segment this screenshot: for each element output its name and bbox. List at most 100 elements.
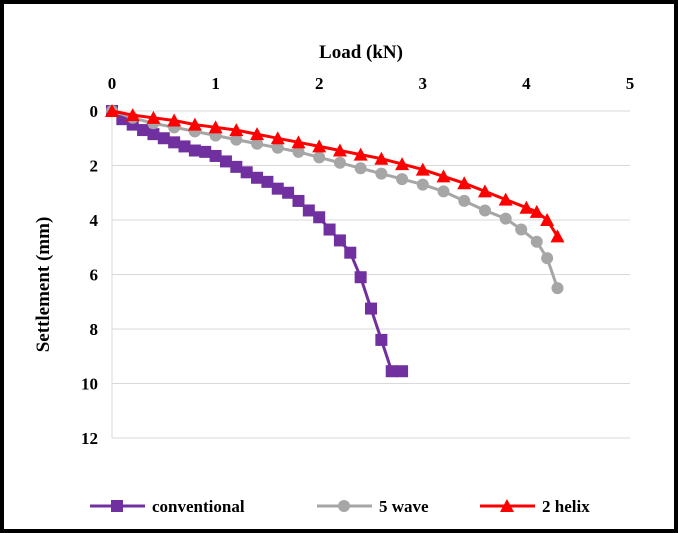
data-point-5-wave [230, 133, 243, 146]
legend-marker-5-wave [338, 500, 350, 512]
data-point-2-helix [477, 184, 492, 198]
data-point-2-helix [498, 192, 513, 206]
data-point-conventional [230, 160, 243, 173]
data-point-conventional [354, 271, 367, 284]
data-point-5-wave [292, 145, 305, 158]
data-point-5-wave [375, 167, 388, 180]
data-series [105, 104, 565, 378]
data-point-conventional [385, 365, 398, 378]
data-point-conventional [344, 246, 357, 259]
legend-item-conventional: conventional [90, 497, 245, 516]
data-point-conventional [137, 124, 150, 137]
legend-item-5-wave: 5 wave [317, 497, 429, 516]
grid-lines [112, 165, 630, 439]
x-tick-label-0: 0 [108, 74, 117, 93]
legend-label-2-helix: 2 helix [542, 497, 590, 516]
data-point-2-helix [550, 229, 565, 243]
data-point-5-wave [333, 156, 346, 169]
data-point-2-helix [125, 108, 140, 122]
data-point-conventional [261, 175, 274, 188]
data-point-conventional [292, 194, 305, 207]
data-point-5-wave [437, 185, 450, 198]
data-point-conventional [313, 211, 326, 224]
legend: conventional 5 wave 2 helix [90, 497, 590, 516]
data-point-conventional [282, 186, 295, 199]
data-point-5-wave [251, 137, 264, 150]
data-point-5-wave [416, 178, 429, 191]
data-point-2-helix [457, 176, 472, 190]
data-point-conventional [157, 132, 170, 145]
data-point-2-helix [250, 127, 265, 141]
data-point-conventional [396, 365, 409, 378]
y-tick-label-12: 12 [81, 429, 98, 448]
legend-label-5-wave: 5 wave [379, 497, 429, 516]
data-point-conventional [209, 149, 222, 162]
data-point-2-helix [187, 117, 202, 131]
data-point-2-helix [529, 204, 544, 218]
data-point-conventional [333, 234, 346, 247]
data-point-2-helix [415, 162, 430, 176]
data-point-5-wave [515, 223, 528, 236]
data-point-2-helix [167, 113, 182, 127]
data-point-conventional [271, 182, 284, 195]
x-tick-label-4: 4 [522, 74, 531, 93]
data-point-2-helix [105, 104, 119, 117]
data-point-conventional [251, 171, 264, 184]
data-point-2-helix [540, 213, 555, 226]
data-point-2-helix [519, 200, 534, 214]
series-2-helix [105, 104, 565, 243]
legend-marker-2-helix [500, 499, 514, 512]
series-line-conventional [111, 109, 403, 373]
data-point-2-helix [312, 139, 327, 153]
data-point-conventional [323, 223, 336, 236]
data-point-conventional [302, 204, 315, 217]
y-tick-label-4: 4 [90, 211, 99, 230]
legend-marker-conventional [111, 500, 123, 512]
data-point-conventional [199, 145, 212, 158]
data-point-conventional [375, 333, 388, 346]
x-axis-title: Load (kN) [319, 42, 403, 63]
data-point-2-helix [229, 123, 244, 137]
data-point-2-helix [374, 151, 389, 165]
data-point-conventional [365, 302, 377, 315]
data-point-5-wave [271, 141, 284, 154]
data-point-conventional [240, 166, 253, 179]
data-point-5-wave [396, 173, 409, 186]
data-point-5-wave [313, 151, 326, 164]
data-point-conventional [168, 136, 181, 149]
series-5-wave [106, 105, 564, 295]
data-point-conventional [178, 140, 191, 153]
data-point-2-helix [291, 135, 306, 149]
data-point-2-helix [146, 110, 161, 124]
legend-item-2-helix: 2 helix [480, 497, 590, 516]
data-point-2-helix [353, 147, 368, 161]
data-point-conventional [188, 144, 201, 157]
x-tick-label-2: 2 [315, 74, 324, 93]
data-point-5-wave [458, 194, 471, 207]
data-point-2-helix [270, 131, 285, 145]
y-tick-label-8: 8 [90, 320, 99, 339]
y-tick-label-2: 2 [90, 157, 99, 176]
y-axis-title: Settlement (mm) [33, 217, 54, 353]
data-point-5-wave [354, 162, 367, 175]
data-point-5-wave [499, 212, 512, 225]
x-tick-label-5: 5 [626, 74, 635, 93]
x-tick-label-1: 1 [211, 74, 220, 93]
x-tick-label-3: 3 [419, 74, 428, 93]
y-tick-label-0: 0 [90, 102, 99, 121]
data-point-2-helix [436, 169, 451, 183]
data-point-2-helix [208, 120, 223, 134]
y-tick-label-10: 10 [81, 375, 98, 394]
data-point-conventional [147, 128, 160, 141]
y-tick-label-6: 6 [90, 266, 99, 285]
legend-label-conventional: conventional [152, 497, 245, 516]
data-point-conventional [219, 155, 232, 168]
data-point-2-helix [395, 157, 410, 171]
data-point-5-wave [541, 252, 554, 265]
data-point-2-helix [332, 143, 347, 157]
data-point-5-wave [551, 282, 564, 295]
data-point-5-wave [530, 235, 543, 248]
